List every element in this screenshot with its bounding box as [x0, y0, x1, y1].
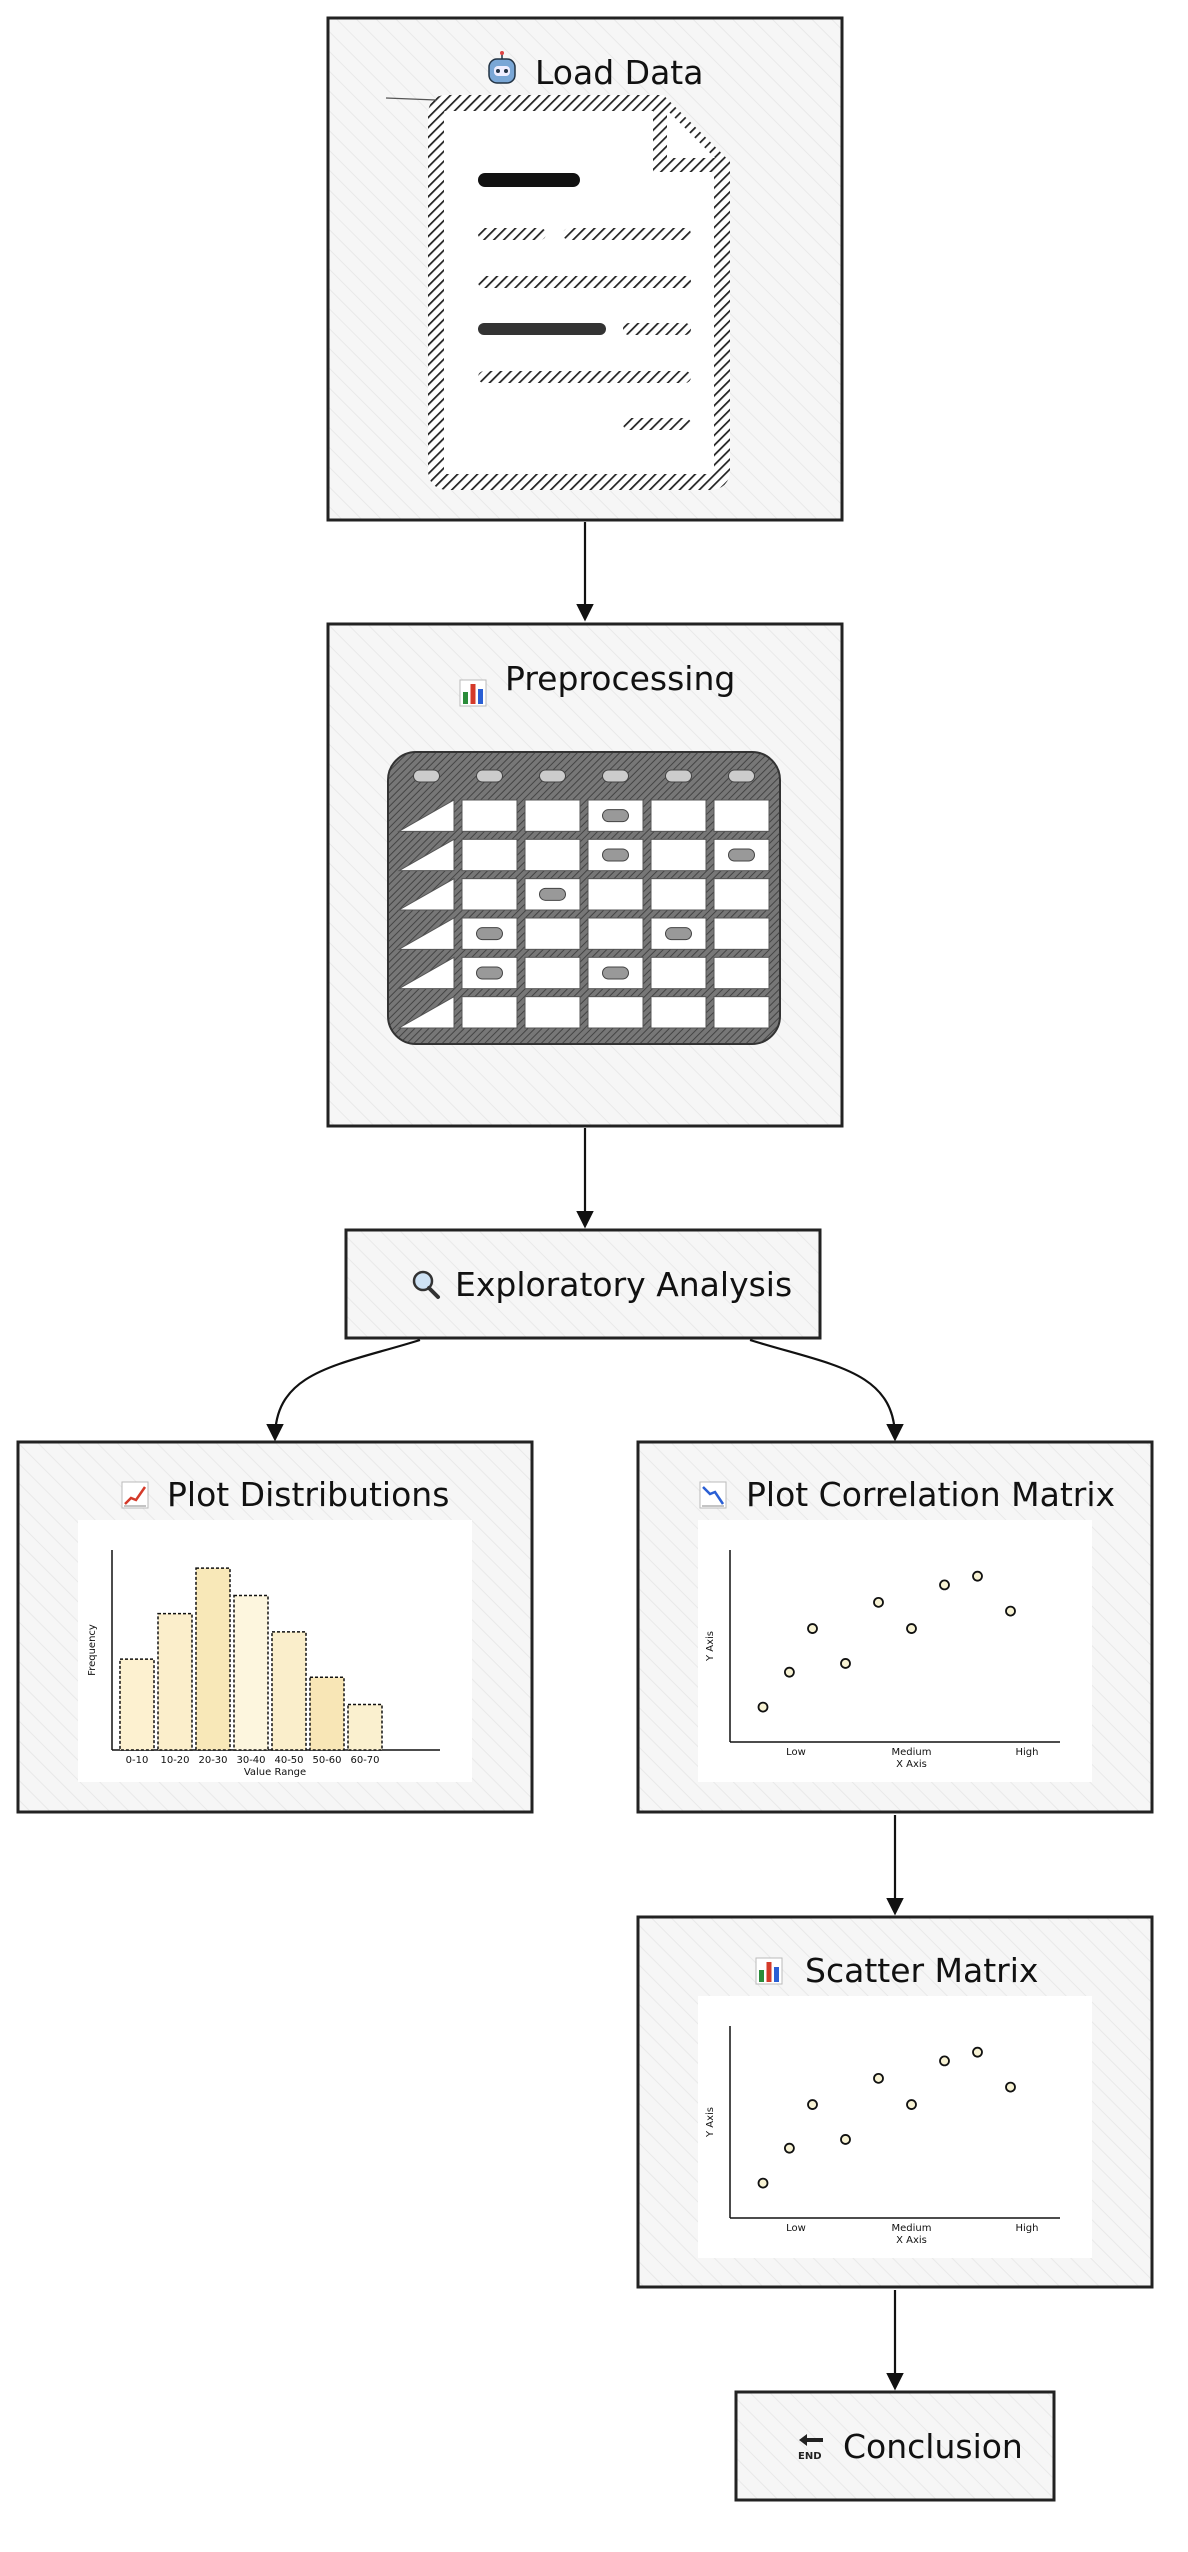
histogram-tick-label: 40-50 — [274, 1755, 303, 1766]
scatter-matrix-chart: Low Medium High X Axis Y Axis — [705, 2026, 1060, 2246]
scatter-ylabel: Y Axis — [705, 2107, 716, 2138]
scatter-tick-label: High — [1016, 1747, 1039, 1758]
bar-chart-icon — [459, 679, 487, 707]
histogram-bar — [119, 1658, 155, 1751]
node-exploratory-label: Exploratory Analysis — [455, 1265, 792, 1304]
scatter-point — [873, 1596, 884, 1608]
scatter-point — [873, 2072, 884, 2084]
scatter-point — [939, 2055, 950, 2067]
scatter-point — [972, 2046, 983, 2058]
scatter-tick-label: High — [1016, 2223, 1039, 2234]
scatter-point — [807, 2099, 818, 2110]
scatter-xlabel: X Axis — [896, 2235, 927, 2246]
magnifier-icon — [412, 1270, 440, 1299]
histogram-bar — [271, 1631, 307, 1751]
scatter-tick-label: Low — [786, 2223, 806, 2234]
correlation-scatter-chart: Low Medium High X Axis Y Axis — [705, 1550, 1060, 1770]
node-scatter-matrix[interactable]: Scatter Matrix Low Medium High X Axis Y Axis — [636, 1915, 1154, 2289]
scatter-point — [939, 1579, 950, 1591]
histogram-tick-label: 30-40 — [236, 1755, 265, 1766]
robot-icon — [488, 51, 516, 84]
node-conclusion-label: Conclusion — [843, 2427, 1023, 2466]
node-scatter-matrix-label: Scatter Matrix — [805, 1951, 1038, 1990]
scatter-point — [757, 1701, 769, 1713]
scatter-point — [1005, 2081, 1016, 2093]
histogram-tick-label: 20-30 — [198, 1755, 227, 1766]
node-load-data[interactable]: Load Data — [326, 16, 844, 522]
node-plot-correlation-label: Plot Correlation Matrix — [746, 1475, 1115, 1514]
scatter-point — [972, 1570, 983, 1582]
histogram-tick-label: 60-70 — [350, 1755, 379, 1766]
table-icon — [387, 751, 781, 1045]
scatter-tick-label: Low — [786, 1747, 806, 1758]
bar-chart-icon — [755, 1957, 783, 1985]
scatter-point — [840, 2134, 851, 2145]
edge-exploratory-to-distributions — [266, 1338, 421, 1442]
histogram-ylabel: Frequency — [87, 1624, 98, 1676]
histogram-tick-label: 10-20 — [160, 1755, 189, 1766]
histogram-bar — [195, 1567, 231, 1751]
scatter-xlabel: X Axis — [896, 1759, 927, 1770]
scatter-tick-label: Medium — [892, 2223, 932, 2234]
node-plot-distributions[interactable]: Plot Distributions 0-10 10-20 20-30 30-40 40… — [16, 1440, 534, 1814]
scatter-point — [1005, 1605, 1016, 1617]
histogram-bar — [233, 1594, 269, 1751]
scatter-tick-label: Medium — [892, 1747, 932, 1758]
scatter-point — [807, 1623, 818, 1634]
histogram-chart: 0-10 10-20 20-30 30-40 40-50 50-60 60-70 Value … — [87, 1550, 440, 1778]
histogram-tick-label: 50-60 — [312, 1755, 341, 1766]
node-plot-correlation-matrix[interactable]: Plot Correlation Matrix Low Medium High X A… — [636, 1440, 1154, 1814]
chart-decreasing-icon — [699, 1481, 727, 1509]
scatter-point — [784, 1666, 795, 1678]
end-arrow-icon: END — [798, 2434, 823, 2462]
edge-exploratory-to-correlation — [749, 1338, 904, 1442]
node-plot-distributions-label: Plot Distributions — [167, 1475, 449, 1514]
document-icon — [385, 95, 730, 490]
node-conclusion[interactable]: END Conclusion — [734, 2390, 1056, 2502]
node-preprocessing[interactable]: Preprocessing — [326, 622, 844, 1128]
scatter-point — [906, 1623, 917, 1634]
correlation-panel — [698, 1520, 1092, 1782]
svg-text:END: END — [798, 2451, 822, 2462]
node-exploratory-analysis[interactable]: Exploratory Analysis — [344, 1228, 822, 1340]
node-load-data-label: Load Data — [535, 53, 703, 92]
histogram-bar — [347, 1703, 383, 1751]
scatter-ylabel: Y Axis — [705, 1631, 716, 1662]
histogram-bar — [157, 1612, 193, 1751]
scatter-point — [906, 2099, 917, 2110]
edges — [266, 522, 904, 2391]
scatter-point — [784, 2142, 795, 2154]
chart-increasing-icon — [121, 1481, 149, 1509]
scatter-matrix-panel — [698, 1996, 1092, 2258]
node-preprocessing-label: Preprocessing — [505, 659, 735, 698]
scatter-point — [757, 2177, 769, 2189]
scatter-point — [840, 1658, 851, 1669]
histogram-tick-label: 0-10 — [126, 1755, 149, 1766]
histogram-xlabel: Value Range — [244, 1767, 306, 1778]
histogram-bar — [309, 1676, 345, 1751]
